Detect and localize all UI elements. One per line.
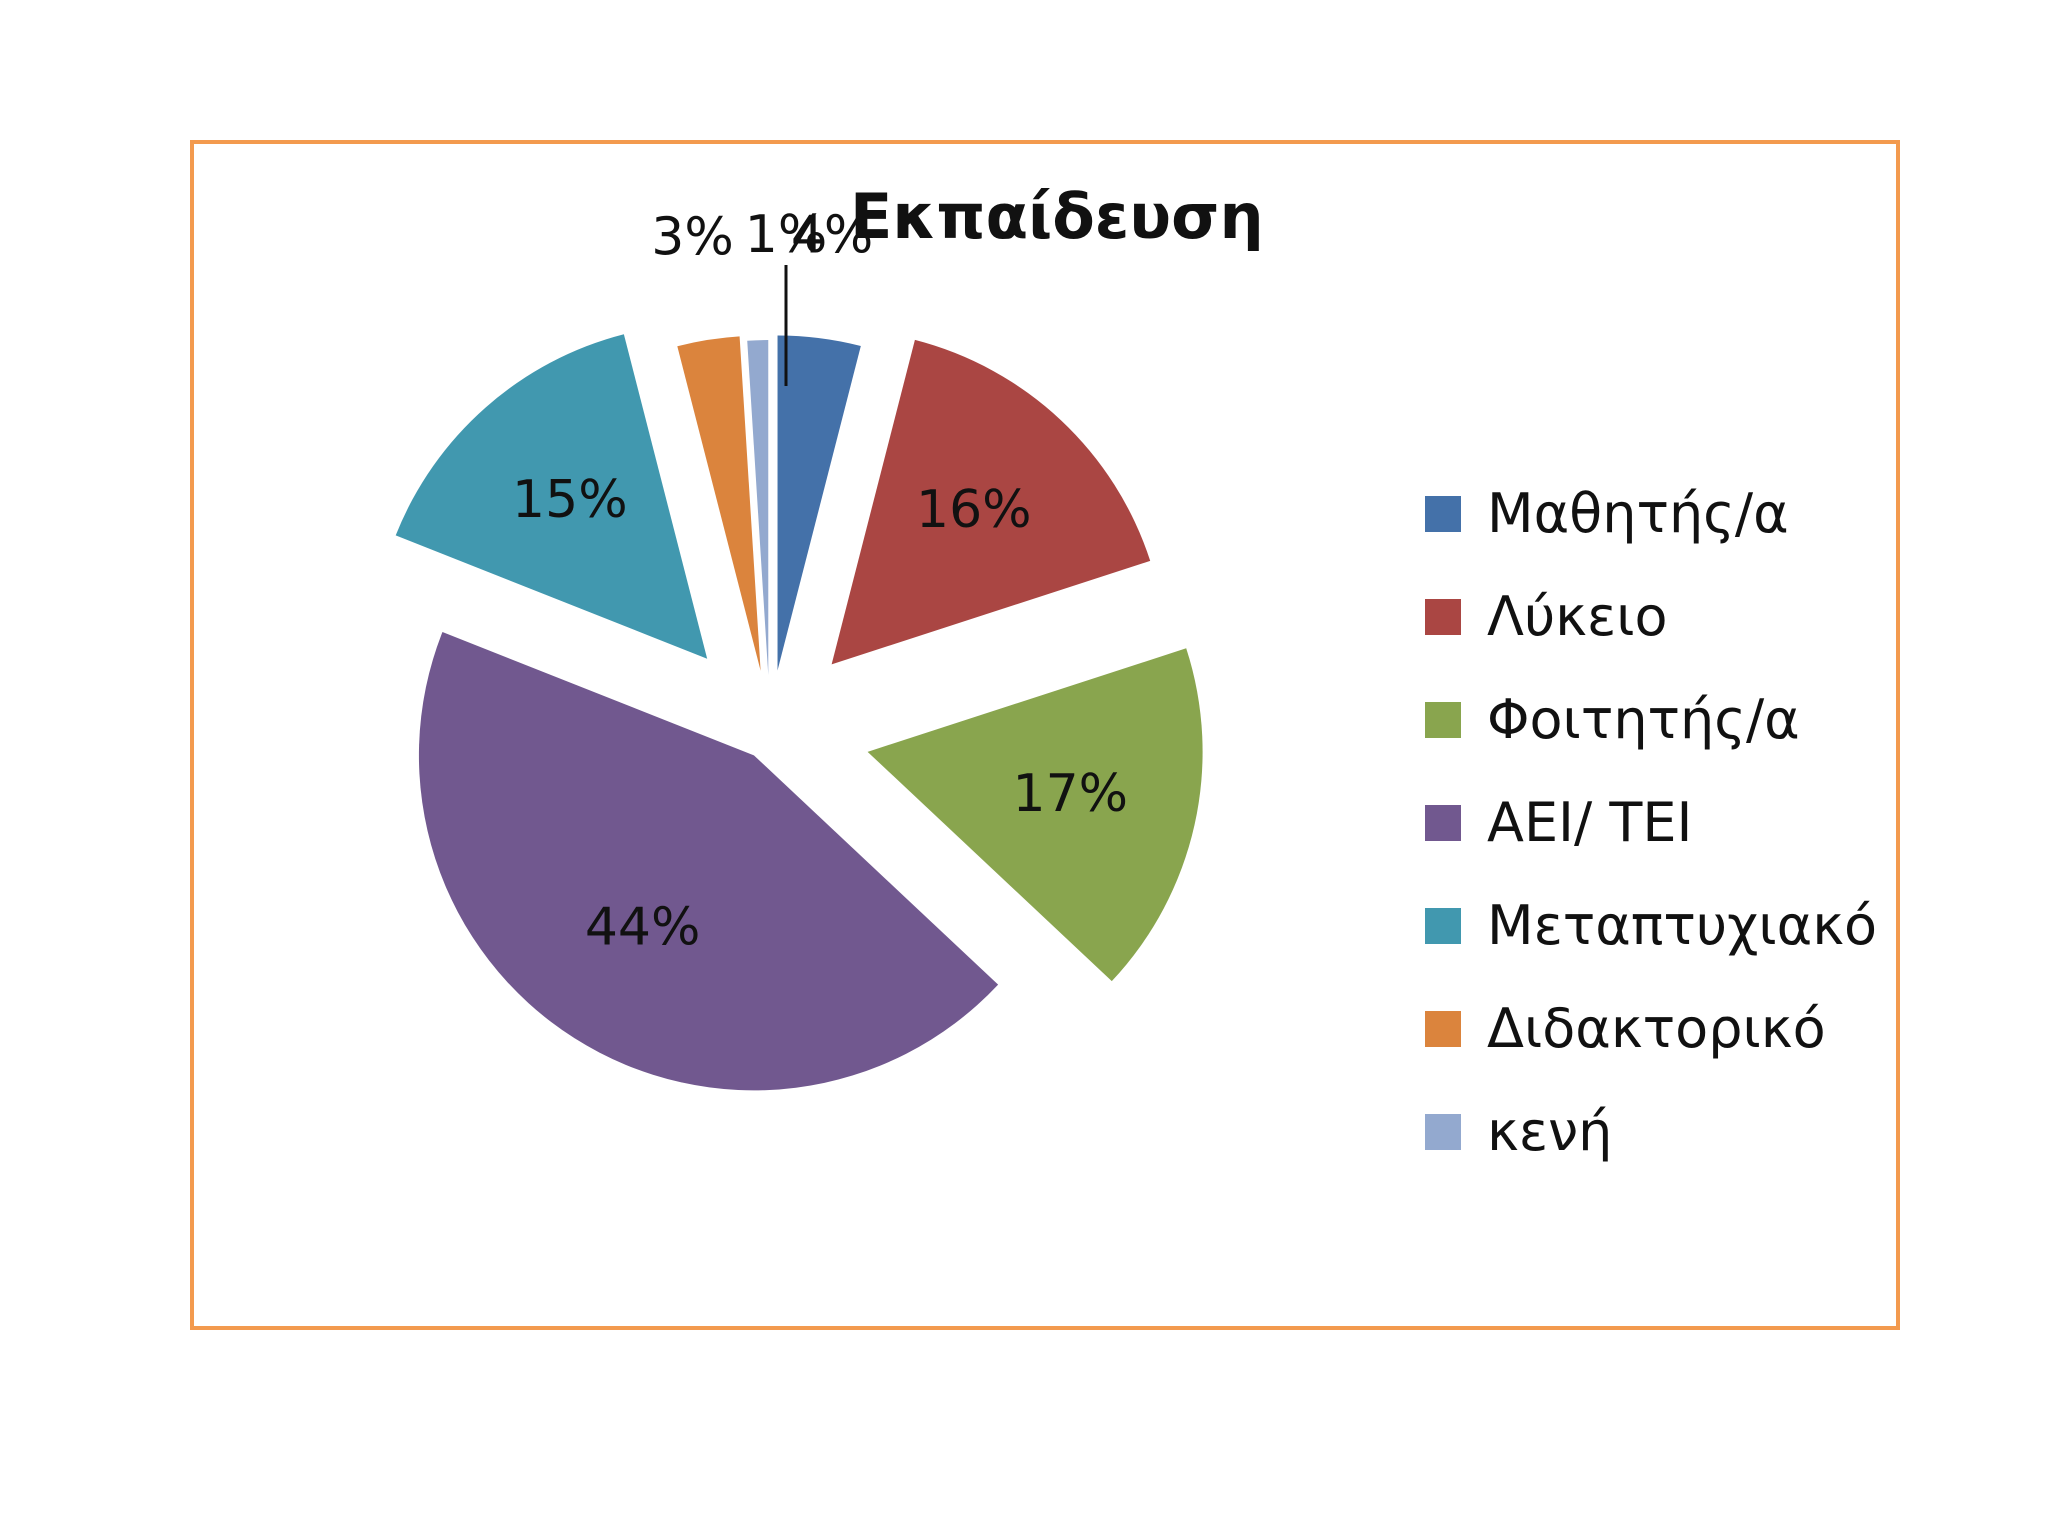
legend-swatch: [1425, 701, 1461, 738]
legend-item: Λύκειο: [1425, 565, 1877, 668]
legend-item: Μεταπτυχιακό: [1425, 874, 1877, 977]
legend-item: κενή: [1425, 1080, 1877, 1183]
legend-item: Διδακτορικό: [1425, 977, 1877, 1080]
pie-slice-1: [777, 335, 861, 671]
legend-label: ΑΕΙ/ ΤΕΙ: [1487, 790, 1693, 854]
data-label-5: 15%: [512, 470, 628, 530]
legend-swatch: [1425, 598, 1461, 635]
data-label-7: 1%: [745, 205, 828, 265]
pie-slice-4: [418, 632, 999, 1091]
pie-slice-6: [677, 336, 761, 671]
legend: Μαθητής/α Λύκειο Φοιτητής/α ΑΕΙ/ ΤΕΙ Μεταπτυ…: [1425, 462, 1877, 1183]
data-label-4: 44%: [585, 898, 701, 958]
legend-label: Φοιτητής/α: [1487, 687, 1800, 751]
pie-slice-2: [831, 339, 1151, 665]
legend-item: ΑΕΙ/ ΤΕΙ: [1425, 771, 1877, 874]
pie-slice-7: [747, 340, 769, 676]
legend-swatch: [1425, 804, 1461, 841]
data-label-2: 16%: [916, 480, 1032, 540]
data-label-3: 17%: [1013, 764, 1129, 824]
chart-title: Εκπαίδευση: [850, 180, 1264, 253]
data-label-1: 4%: [791, 205, 874, 265]
pie-slice-5: [395, 334, 708, 659]
legend-label: κενή: [1487, 1099, 1613, 1163]
legend-label: Μεταπτυχιακό: [1487, 893, 1878, 957]
legend-item: Μαθητής/α: [1425, 462, 1877, 565]
legend-label: Μαθητής/α: [1487, 481, 1789, 545]
legend-swatch: [1425, 495, 1461, 532]
legend-item: Φοιτητής/α: [1425, 668, 1877, 771]
legend-label: Διδακτορικό: [1487, 996, 1826, 1060]
legend-swatch: [1425, 1113, 1461, 1150]
legend-label: Λύκειο: [1487, 584, 1668, 648]
legend-swatch: [1425, 907, 1461, 944]
pie-slice-3: [867, 648, 1203, 982]
data-label-6: 3%: [651, 208, 734, 268]
legend-swatch: [1425, 1010, 1461, 1047]
